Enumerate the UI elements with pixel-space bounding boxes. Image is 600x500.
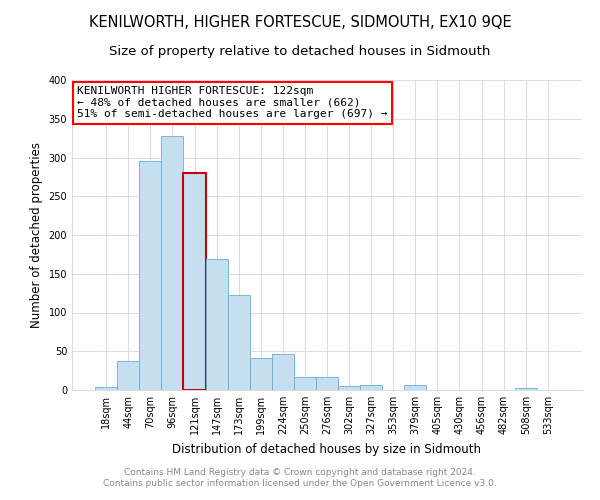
Text: Contains HM Land Registry data © Crown copyright and database right 2024.
Contai: Contains HM Land Registry data © Crown c… [103, 468, 497, 487]
Bar [360, 386, 382, 390]
Bar [294, 377, 316, 390]
Bar [250, 358, 272, 390]
Bar [338, 386, 360, 390]
Text: KENILWORTH HIGHER FORTESCUE: 122sqm
← 48% of detached houses are smaller (662)
5: KENILWORTH HIGHER FORTESCUE: 122sqm ← 48… [77, 86, 388, 120]
Bar [272, 354, 294, 390]
Bar [139, 162, 161, 390]
X-axis label: Distribution of detached houses by size in Sidmouth: Distribution of detached houses by size … [173, 442, 482, 456]
Bar [515, 388, 537, 390]
Y-axis label: Number of detached properties: Number of detached properties [30, 142, 43, 328]
Bar [184, 173, 206, 390]
Bar [316, 377, 338, 390]
Bar [206, 259, 227, 390]
Text: Size of property relative to detached houses in Sidmouth: Size of property relative to detached ho… [109, 45, 491, 58]
Bar [227, 294, 250, 390]
Bar [95, 387, 117, 390]
Bar [161, 136, 184, 390]
Bar [117, 362, 139, 390]
Text: KENILWORTH, HIGHER FORTESCUE, SIDMOUTH, EX10 9QE: KENILWORTH, HIGHER FORTESCUE, SIDMOUTH, … [89, 15, 511, 30]
Bar [404, 386, 427, 390]
